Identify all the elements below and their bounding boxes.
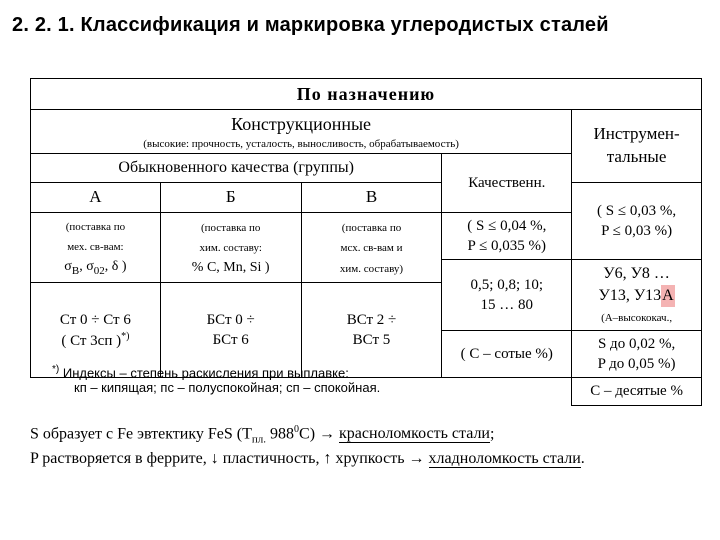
bottom-line-1: S образует с Fe эвтектику FeS (Тпл. 9880… (30, 424, 494, 446)
instrum-note: С – десятые % (572, 378, 702, 405)
col-a: А (31, 183, 161, 213)
page-title: 2. 2. 1. Классификация и маркировка угле… (12, 14, 720, 37)
quality-range: 0,5; 0,8; 10; 15 … 80 (442, 260, 572, 330)
b-desc: (поставка по хим. составу: % С, Mn, Si ) (160, 212, 301, 282)
constructional-header: Конструкционные (высокие: прочность, уст… (31, 110, 572, 154)
a-desc: (поставка по мех. св-вам: σB, σ02, δ ) (31, 212, 161, 282)
quality-header: Качественн. (442, 154, 572, 213)
quality-spec: ( S ≤ 0,04 %, P ≤ 0,035 %) (442, 212, 572, 260)
constructional-title: Конструкционные (35, 112, 567, 136)
instrum-spec2: S до 0,02 %, P до 0,05 %) (572, 330, 702, 378)
instrumental-header: Инструмен- тальные (572, 110, 702, 183)
instrum-spec: ( S ≤ 0,03 %, P ≤ 0,03 %) (572, 183, 702, 260)
header-purpose: По назначению (31, 79, 702, 110)
instrum-grades: У6, У8 … У13, У13А (А–высококач., (572, 260, 702, 330)
constructional-sub: (высокие: прочность, усталость, вынослив… (35, 137, 567, 152)
col-b: Б (160, 183, 301, 213)
footnote: *) Индексы – степень раскисления при вып… (52, 364, 380, 395)
underline-cold: хладноломкость стали (429, 450, 581, 468)
ordinary-quality-header: Обыкновенного качества (группы) (31, 154, 442, 183)
highlight-a: А (661, 285, 675, 307)
classification-table: По назначению Конструкционные (высокие: … (30, 78, 702, 406)
underline-red: красноломкость стали (339, 425, 490, 443)
v-desc: (поставка по мсх. св-вам и хим. составу) (301, 212, 442, 282)
bottom-line-2: P растворяется в феррите, ↓ пластичность… (30, 450, 585, 468)
col-v: В (301, 183, 442, 213)
quality-note: ( С – сотые %) (442, 330, 572, 378)
